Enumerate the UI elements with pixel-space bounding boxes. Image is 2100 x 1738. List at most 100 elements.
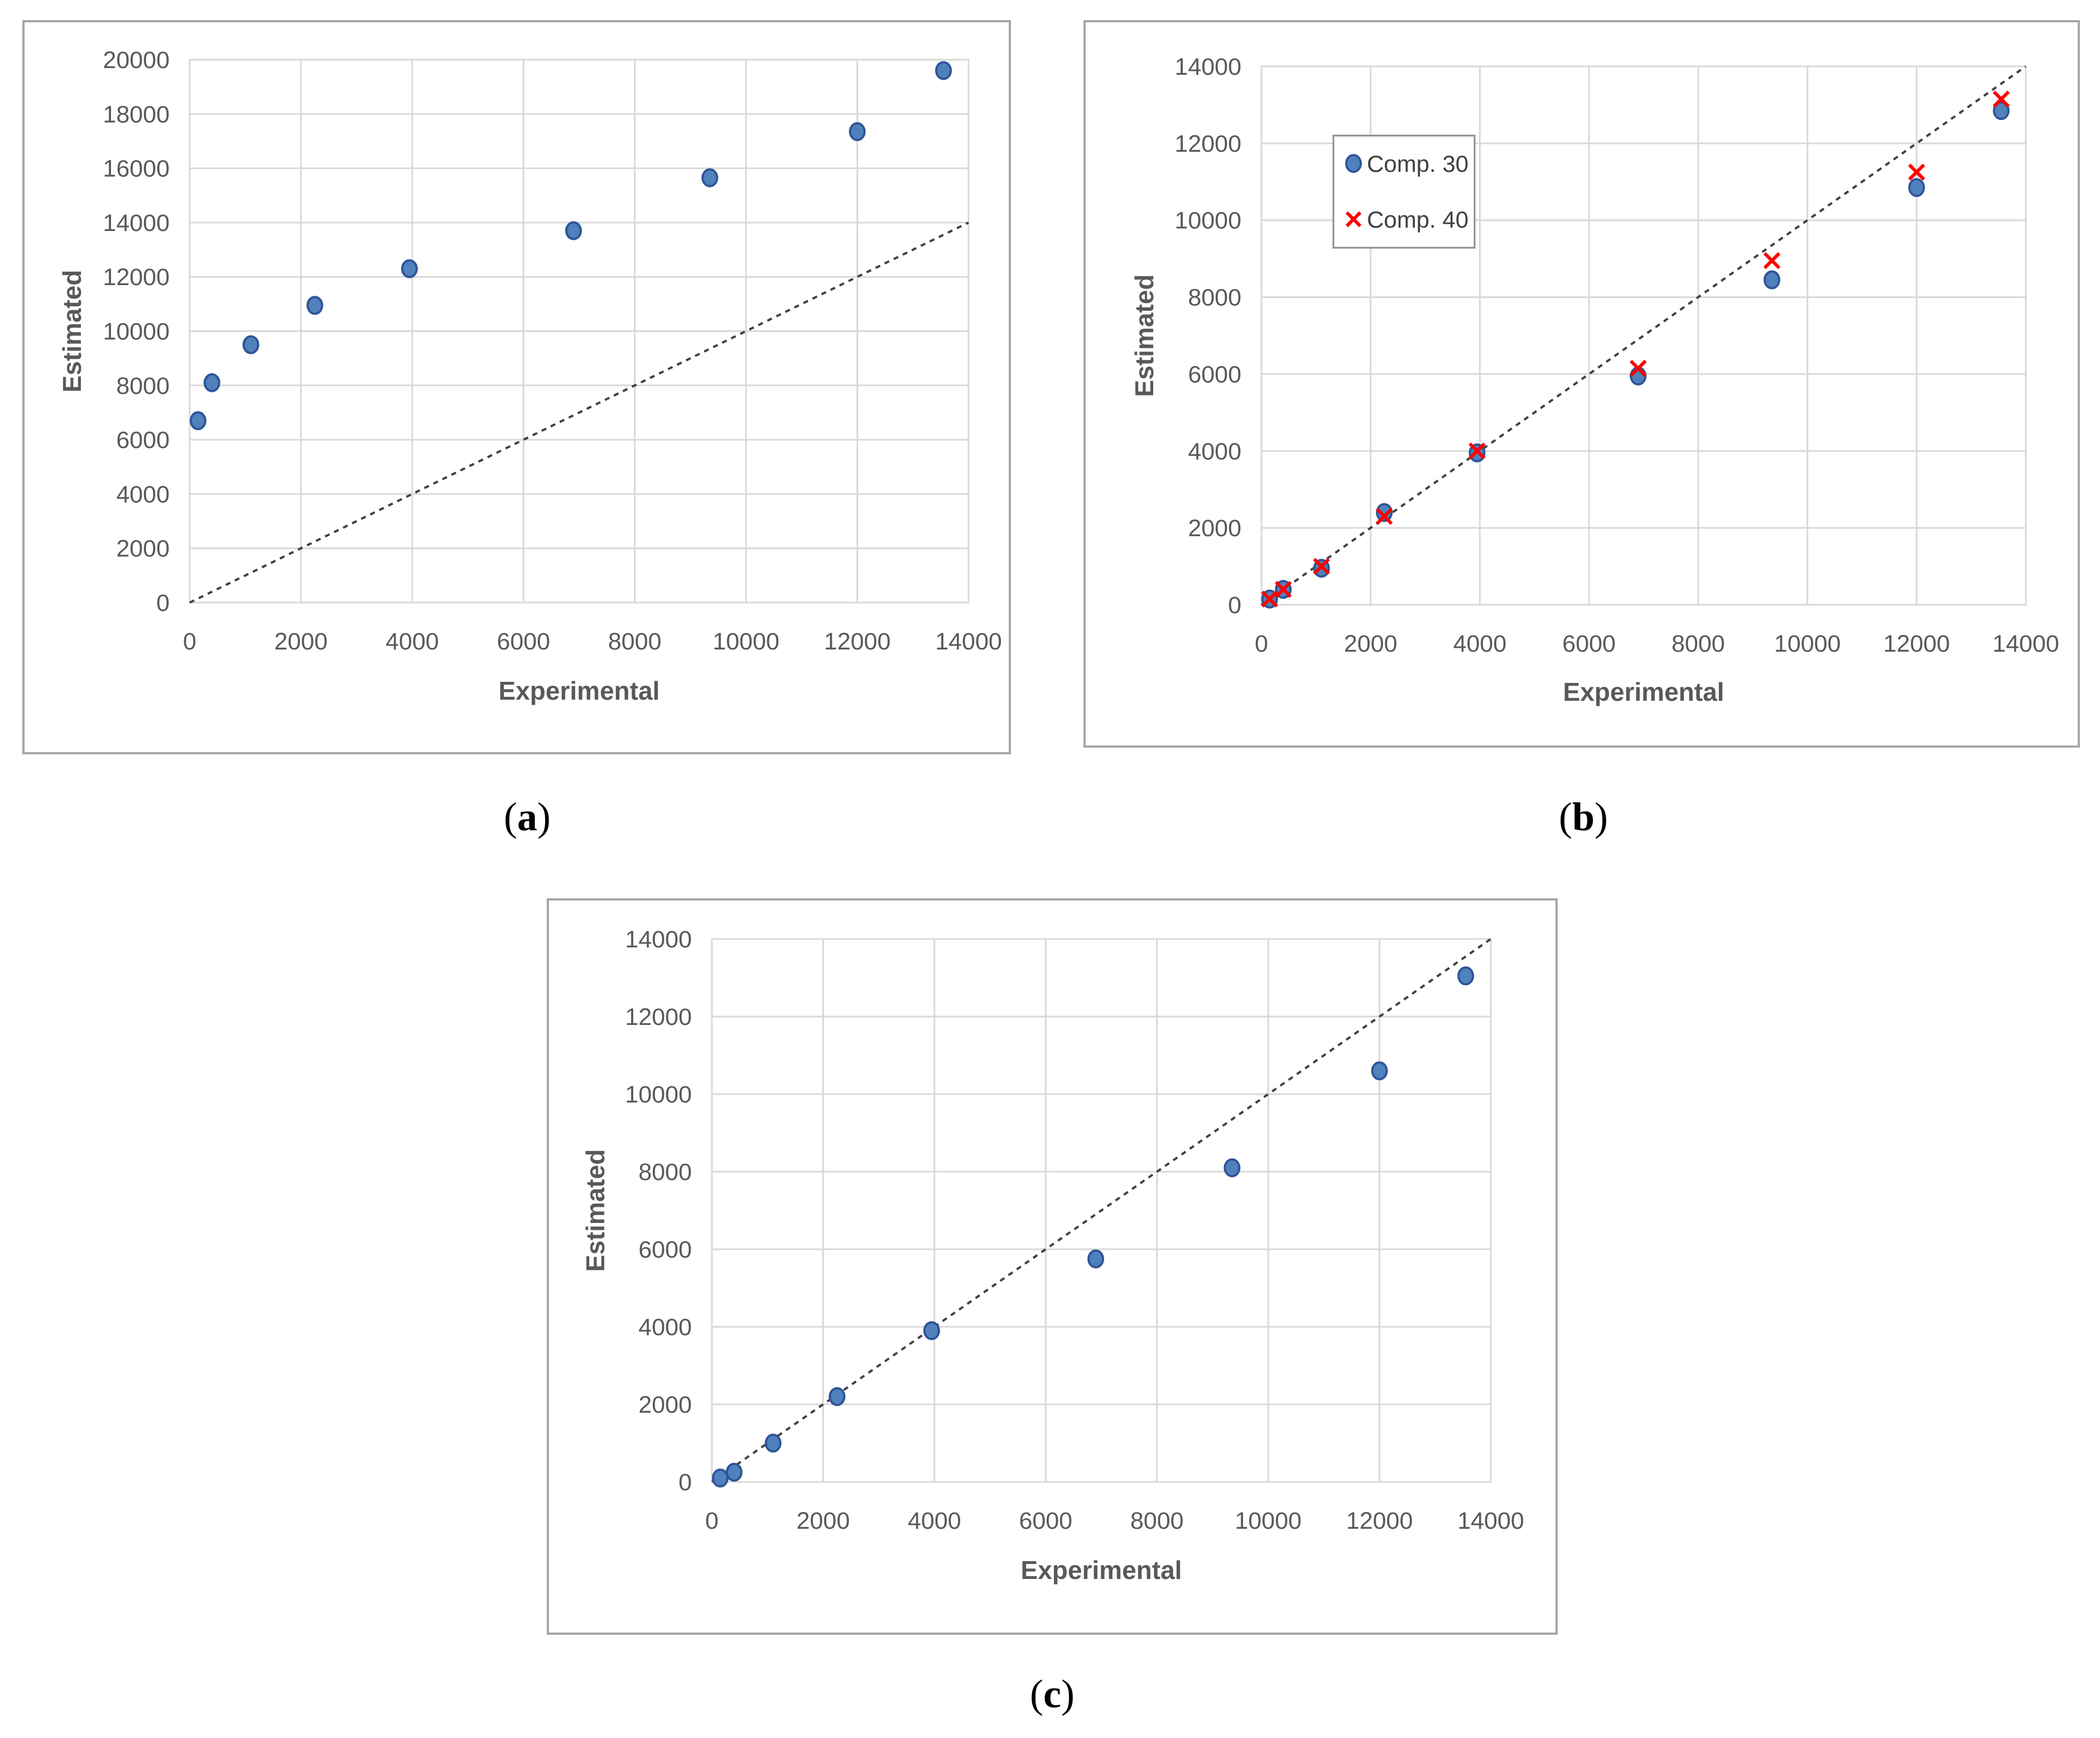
cross-stroke (1992, 90, 2010, 108)
y-tick-label: 10000 (1174, 208, 1241, 234)
data-point-comp-40 (1629, 359, 1647, 377)
x-tick-label: 8000 (1130, 1508, 1184, 1534)
data-point-comp-30 (849, 122, 866, 141)
data-point-comp-30 (711, 1469, 729, 1488)
data-point-comp-30 (1371, 1061, 1388, 1081)
y-tick-label: 0 (156, 590, 170, 617)
x-tick-label: 4000 (1453, 630, 1507, 657)
cross-stroke (1908, 163, 1925, 181)
data-point-comp-40 (1908, 163, 1925, 181)
chart-frame (1083, 20, 2080, 748)
legend-label: Comp. 40 (1367, 206, 1468, 233)
x-tick-label: 6000 (497, 628, 550, 655)
data-point-comp-40 (1763, 252, 1781, 269)
caption-b: (b) (1559, 795, 1608, 839)
data-point-comp-40 (1375, 508, 1393, 525)
y-tick-label: 12000 (1174, 131, 1241, 157)
cross-stroke (1629, 359, 1647, 377)
chart-frame (547, 898, 1558, 1635)
x-tick-label: 10000 (1774, 630, 1841, 657)
data-point-comp-30 (565, 221, 582, 240)
caption-b-letter: b (1572, 795, 1595, 839)
data-point-comp-40 (1468, 442, 1486, 460)
x-tick-label: 10000 (1235, 1508, 1302, 1534)
cross-stroke (1763, 252, 1781, 269)
data-point-comp-30 (701, 168, 719, 187)
x-tick-label: 2000 (1344, 630, 1398, 657)
y-tick-label: 2000 (638, 1392, 692, 1418)
legend-label: Comp. 30 (1367, 151, 1468, 177)
caption-a: (a) (504, 795, 551, 839)
cross-stroke (1274, 581, 1292, 598)
data-point-comp-30 (1376, 503, 1393, 522)
x-tick-label: 2000 (797, 1508, 850, 1534)
x-tick-label: 6000 (1019, 1508, 1072, 1534)
data-point-comp-30 (189, 411, 206, 431)
cross-stroke (1375, 508, 1393, 525)
data-point-comp-30 (203, 373, 220, 392)
y-tick-label: 6000 (1188, 361, 1241, 388)
cross-stroke (1261, 590, 1278, 608)
y-tick-label: 8000 (1188, 285, 1241, 311)
caption-c: (c) (1030, 1672, 1075, 1716)
x-tick-label: 6000 (1562, 630, 1616, 657)
data-point-comp-30 (1224, 1158, 1241, 1178)
legend-marker-circle (1345, 154, 1362, 173)
y-tick-label: 4000 (116, 481, 170, 508)
x-tick-label: 12000 (1346, 1508, 1413, 1534)
x-tick-label: 8000 (1672, 630, 1725, 657)
cross-stroke (1468, 442, 1486, 460)
data-point-comp-30 (306, 296, 324, 315)
data-point-comp-30 (725, 1462, 743, 1482)
y-tick-label: 14000 (103, 210, 170, 237)
y-axis-title: Estimated (57, 270, 86, 393)
y-tick-label: 2000 (116, 536, 170, 562)
x-tick-label: 4000 (386, 628, 439, 655)
chart-c: 0 2000 4000 6000 8000 10000 12000 14000 0 2000 400… (547, 898, 1558, 1635)
legend-marker-cross (1345, 211, 1362, 228)
data-point-comp-30 (242, 335, 259, 354)
data-point-comp-30 (1087, 1249, 1105, 1269)
y-tick-label: 10000 (103, 319, 170, 345)
y-tick-label: 12000 (103, 264, 170, 291)
chart-frame (22, 20, 1011, 754)
y-tick-label: 16000 (103, 156, 170, 182)
y-tick-label: 8000 (116, 373, 170, 399)
legend-box (1332, 134, 1476, 249)
y-tick-label: 14000 (625, 926, 692, 953)
x-tick-label: 0 (705, 1508, 719, 1534)
y-tick-label: 4000 (1188, 438, 1241, 465)
x-tick-label: 2000 (274, 628, 328, 655)
data-point-comp-30 (935, 61, 952, 80)
data-point-comp-30 (401, 259, 418, 278)
y-tick-label: 12000 (625, 1004, 692, 1031)
data-point-comp-30 (829, 1387, 846, 1407)
y-tick-label: 6000 (116, 427, 170, 454)
cross-stroke (1345, 211, 1362, 228)
x-tick-label: 14000 (1457, 1508, 1524, 1534)
cross-stroke (1313, 557, 1330, 575)
data-point-comp-30 (1763, 270, 1780, 290)
reference-line (711, 938, 1492, 1483)
plot-area-border (1260, 65, 2027, 606)
y-tick-label: 18000 (103, 101, 170, 128)
data-point-comp-40 (1261, 590, 1278, 608)
data-point-comp-30 (1908, 178, 1925, 198)
y-axis-title: Estimated (1130, 275, 1159, 397)
data-point-comp-30 (1457, 966, 1475, 986)
x-axis-title: Experimental (1563, 677, 1725, 706)
plot-area-border (189, 59, 970, 604)
y-tick-label: 8000 (638, 1159, 692, 1186)
y-tick-label: 4000 (638, 1314, 692, 1341)
y-tick-label: 6000 (638, 1236, 692, 1263)
x-tick-label: 4000 (908, 1508, 961, 1534)
x-axis-title: Experimental (1021, 1556, 1182, 1585)
caption-c-letter: c (1043, 1672, 1061, 1716)
x-tick-label: 8000 (608, 628, 662, 655)
plot-area-border (711, 938, 1492, 1483)
data-point-comp-30 (764, 1433, 782, 1453)
x-tick-label: 12000 (824, 628, 891, 655)
data-point-comp-30 (1992, 101, 2010, 121)
y-tick-label: 0 (678, 1469, 692, 1496)
